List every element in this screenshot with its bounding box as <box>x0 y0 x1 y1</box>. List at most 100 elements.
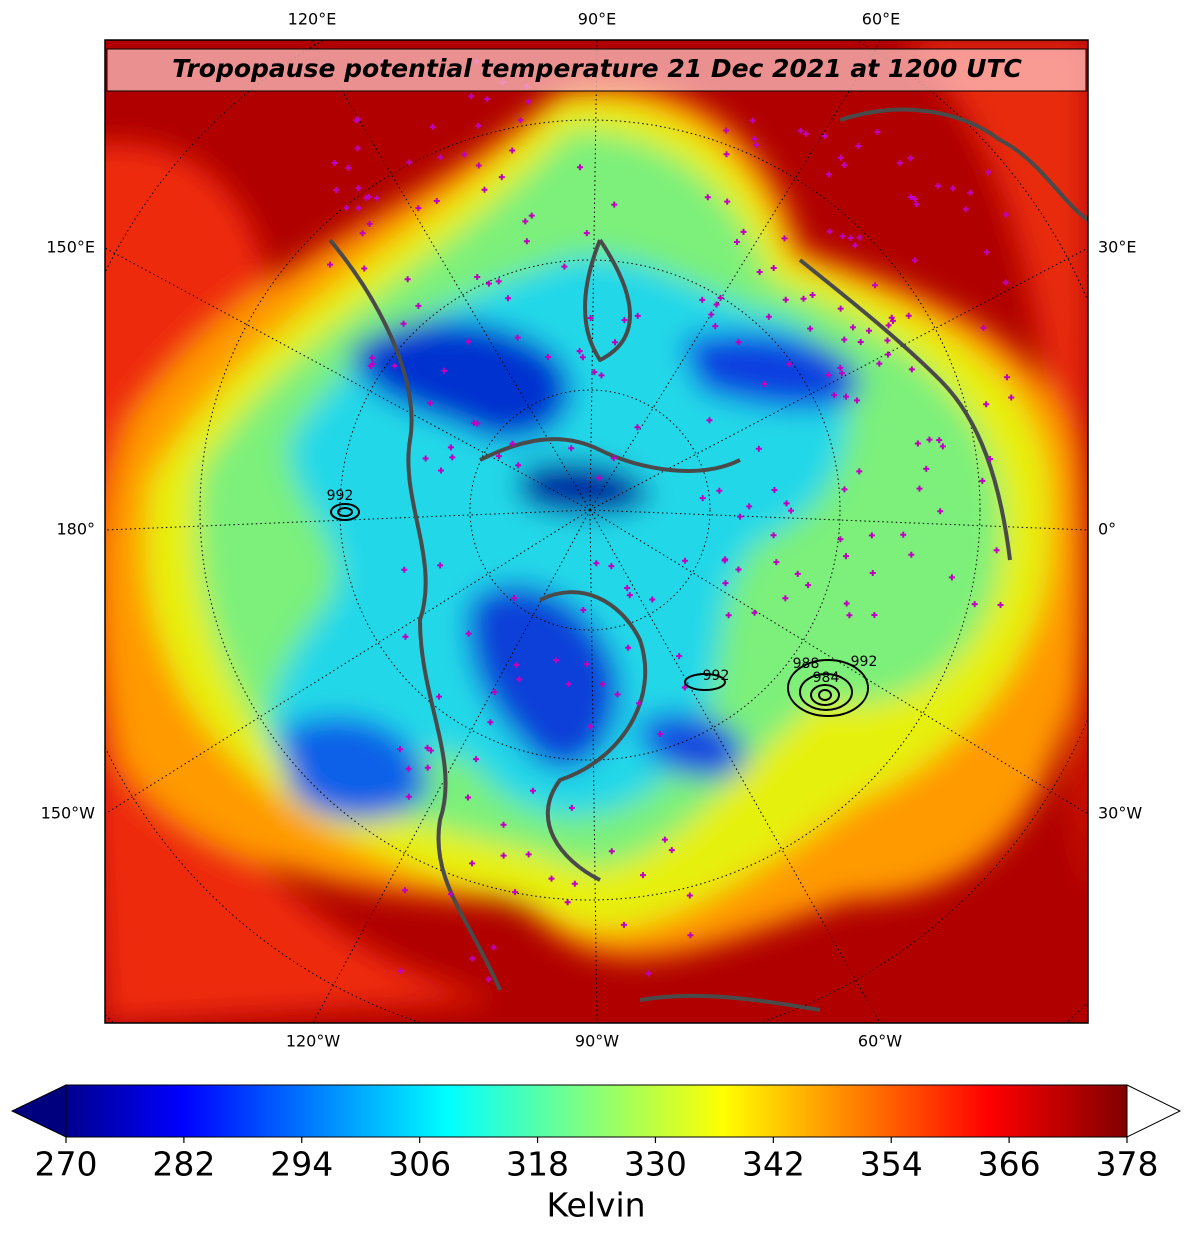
station-marker <box>369 361 376 368</box>
station-marker <box>1008 394 1015 401</box>
observation-stations <box>327 58 1015 983</box>
station-marker <box>500 852 507 859</box>
longitude-label: 60°E <box>862 10 900 29</box>
station-marker <box>773 559 780 566</box>
station-marker <box>433 197 440 204</box>
station-marker <box>723 127 730 134</box>
station-marker <box>474 420 481 427</box>
colorbar: 270 282 294 306 318 330 342 354 366 378 <box>10 1084 1182 1184</box>
station-marker <box>361 265 368 272</box>
station-marker <box>770 532 777 539</box>
station-marker <box>874 129 881 136</box>
station-marker <box>545 354 552 361</box>
station-marker <box>735 566 742 573</box>
station-marker <box>583 230 590 237</box>
station-marker <box>807 325 814 332</box>
longitude-label: 30°E <box>1098 238 1136 257</box>
colorbar-tick-label: 342 <box>742 1145 805 1184</box>
station-marker <box>962 206 969 213</box>
station-marker <box>871 611 878 618</box>
station-marker <box>495 278 502 285</box>
station-marker <box>608 563 615 570</box>
station-marker <box>491 689 498 696</box>
station-marker <box>983 249 990 256</box>
station-marker <box>415 302 422 309</box>
station-marker <box>737 513 744 520</box>
station-marker <box>415 205 422 212</box>
station-marker <box>725 612 732 619</box>
station-marker <box>857 339 864 346</box>
station-marker <box>797 127 804 134</box>
station-marker <box>687 932 694 939</box>
station-marker <box>441 367 448 374</box>
station-marker <box>802 130 809 137</box>
station-marker <box>465 794 472 801</box>
station-marker <box>717 294 724 301</box>
station-marker <box>405 765 412 772</box>
longitude-label: 150°W <box>41 804 96 823</box>
longitude-label: 90°W <box>575 1032 619 1051</box>
station-marker <box>587 723 594 730</box>
station-marker <box>621 317 628 324</box>
station-marker <box>401 566 408 573</box>
station-marker <box>465 630 472 637</box>
longitude-label: 30°W <box>1098 804 1142 823</box>
station-marker <box>746 503 753 510</box>
station-marker <box>625 644 632 651</box>
station-marker <box>522 218 529 225</box>
station-marker <box>473 756 480 763</box>
colorbar-tick-label: 366 <box>978 1145 1041 1184</box>
station-marker <box>914 440 921 447</box>
longitude-label: 120°W <box>286 1032 341 1051</box>
station-marker <box>708 311 715 318</box>
station-marker <box>500 821 507 828</box>
station-marker <box>1004 374 1011 381</box>
station-marker <box>513 661 520 668</box>
station-marker <box>985 169 992 176</box>
station-marker <box>485 280 492 287</box>
longitude-label: 180° <box>56 520 95 539</box>
station-marker <box>907 194 914 201</box>
colorbar-tick-label: 294 <box>270 1145 333 1184</box>
station-marker <box>837 364 844 371</box>
station-marker <box>509 147 516 154</box>
station-marker <box>756 269 763 276</box>
station-marker <box>837 154 844 161</box>
station-marker <box>514 334 521 341</box>
station-marker <box>447 444 454 451</box>
colorbar-label: Kelvin <box>546 1186 645 1225</box>
station-marker <box>706 417 713 424</box>
station-marker <box>826 228 833 235</box>
map-title: Tropopause potential temperature 21 Dec … <box>172 54 1022 83</box>
station-marker <box>839 233 846 240</box>
station-marker <box>577 164 584 171</box>
station-marker <box>437 562 444 569</box>
station-marker <box>884 351 891 358</box>
station-marker <box>568 445 575 452</box>
station-marker <box>639 872 646 879</box>
station-marker <box>934 182 941 189</box>
station-marker <box>849 324 856 331</box>
station-marker <box>422 455 429 462</box>
station-marker <box>735 339 742 346</box>
station-marker <box>765 313 772 320</box>
station-marker <box>465 338 472 345</box>
station-marker <box>345 164 352 171</box>
station-marker <box>437 154 444 161</box>
station-marker <box>900 531 907 538</box>
station-marker <box>634 312 641 319</box>
station-marker <box>516 676 523 683</box>
contour-label: 984 <box>813 670 840 686</box>
station-marker <box>884 337 891 344</box>
station-marker <box>579 354 586 361</box>
colorbar-gradient <box>65 1084 1128 1138</box>
station-marker <box>449 454 456 461</box>
contour-label: 992 <box>851 654 878 670</box>
station-marker <box>523 238 530 245</box>
station-marker <box>525 98 532 105</box>
station-marker <box>770 265 777 272</box>
temperature-field <box>105 40 1088 1023</box>
colorbar-tick-label: 318 <box>506 1145 569 1184</box>
station-marker <box>733 238 740 245</box>
station-marker <box>841 162 848 169</box>
